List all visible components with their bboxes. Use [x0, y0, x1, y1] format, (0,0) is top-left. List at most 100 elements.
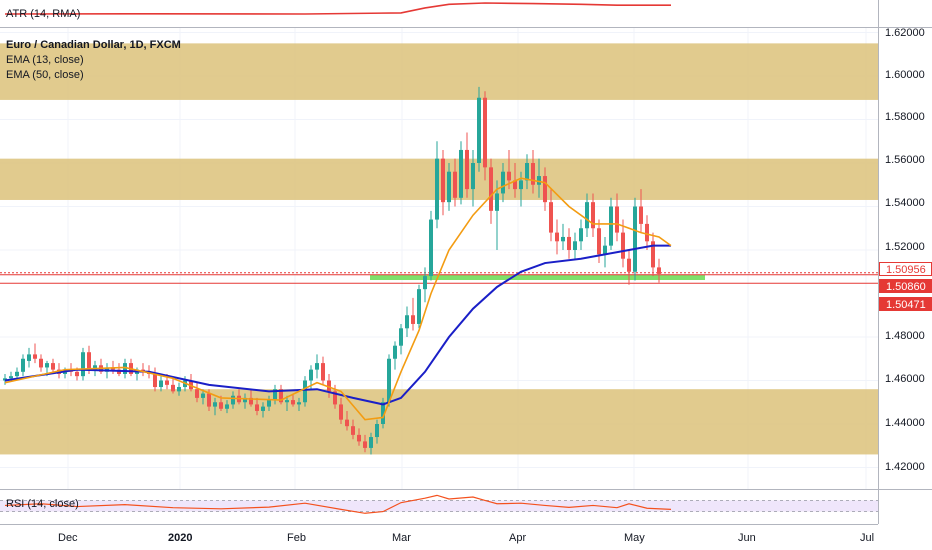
atr-line	[4, 2, 671, 15]
candle-body	[297, 402, 301, 405]
candle-body	[27, 354, 31, 361]
candle-body	[213, 402, 217, 407]
atr-indicator-label[interactable]: ATR (14, RMA)	[6, 8, 81, 20]
candle-body	[333, 391, 337, 405]
candle-body	[303, 380, 307, 403]
candle-body	[387, 358, 391, 403]
candle-body	[165, 380, 169, 385]
symbol-title[interactable]: Euro / Canadian Dollar, 1D, FXCM	[6, 39, 181, 51]
price-pane[interactable]: Euro / Canadian Dollar, 1D, FXCM EMA (13…	[0, 28, 878, 489]
price-line-tag: 1.50860	[879, 279, 932, 293]
candle-body	[207, 393, 211, 407]
candle-body	[327, 380, 331, 392]
rsi-band	[0, 500, 878, 512]
time-label: Dec	[58, 532, 78, 544]
price-tick: 1.62000	[885, 27, 925, 39]
candle-body	[423, 276, 427, 290]
candle-body	[465, 149, 469, 190]
candle-body	[615, 206, 619, 233]
candle-body	[279, 389, 283, 403]
candle-body	[507, 171, 511, 181]
candle-body	[603, 245, 607, 255]
candle-body	[309, 369, 313, 381]
rsi-pane[interactable]: RSI (14, close)	[0, 490, 878, 524]
candle-body	[393, 345, 397, 359]
candle-body	[429, 219, 433, 277]
price-tick: 1.44000	[885, 417, 925, 429]
candle-body	[651, 241, 655, 268]
candle-body	[639, 206, 643, 224]
candle-body	[3, 378, 7, 381]
pane-separator[interactable]	[0, 27, 932, 28]
candle-body	[525, 163, 529, 181]
candle-body	[585, 202, 589, 229]
candle-body	[267, 400, 271, 407]
time-label: 2020	[168, 532, 193, 544]
candle-body	[633, 206, 637, 272]
candle-body	[561, 236, 565, 242]
candle-body	[345, 419, 349, 427]
price-chart	[0, 28, 878, 489]
candle-body	[567, 236, 571, 250]
candle-body	[609, 206, 613, 246]
price-tick: 1.46000	[885, 373, 925, 385]
time-label: Mar	[392, 532, 411, 544]
candle-body	[399, 328, 403, 346]
ema50-legend[interactable]: EMA (50, close)	[6, 69, 84, 81]
candle-body	[543, 176, 547, 203]
candle-body	[261, 406, 265, 411]
time-axis[interactable]: Dec 2020 Feb Mar Apr May Jun Jul	[0, 524, 878, 550]
price-tick: 1.42000	[885, 461, 925, 473]
atr-plot	[4, 2, 671, 15]
candle-body	[363, 441, 367, 448]
candle-body	[249, 397, 253, 405]
ema13-legend[interactable]: EMA (13, close)	[6, 54, 84, 66]
price-tick: 1.48000	[885, 330, 925, 342]
candle-body	[495, 193, 499, 211]
candle-body	[123, 363, 127, 374]
candle-body	[177, 387, 181, 392]
candle-body	[435, 158, 439, 220]
candle-body	[621, 232, 625, 259]
candle-body	[531, 163, 535, 185]
price-line-tag: 1.50471	[879, 297, 932, 311]
candle-body	[597, 228, 601, 255]
candle-body	[375, 424, 379, 438]
price-tick: 1.56000	[885, 154, 925, 166]
candle-body	[339, 404, 343, 420]
candle-body	[645, 223, 649, 242]
price-zone	[0, 389, 878, 455]
candle-body	[219, 402, 223, 409]
candle-body	[81, 352, 85, 377]
candle-body	[579, 228, 583, 242]
time-label: Feb	[287, 532, 306, 544]
pane-separator[interactable]	[0, 489, 932, 490]
candle-body	[537, 176, 541, 185]
candle-body	[351, 426, 355, 435]
candle-body	[93, 365, 97, 370]
candle-body	[477, 97, 481, 163]
price-axis[interactable]: 1.62000 1.60000 1.58000 1.56000 1.54000 …	[878, 0, 932, 524]
candle-body	[555, 232, 559, 242]
candle-body	[417, 289, 421, 324]
candle-body	[195, 389, 199, 398]
candle-body	[369, 437, 373, 448]
candle-body	[75, 371, 79, 377]
candle-body	[87, 352, 91, 370]
candle-body	[33, 354, 37, 359]
candle-body	[573, 241, 577, 250]
candle-body	[357, 434, 361, 442]
candle-body	[21, 358, 25, 372]
price-tick: 1.52000	[885, 241, 925, 253]
candle-body	[405, 315, 409, 329]
atr-pane[interactable]: ATR (14, RMA)	[0, 0, 878, 27]
candle-body	[255, 404, 259, 411]
candle-body	[513, 180, 517, 190]
candle-body	[471, 163, 475, 190]
candle-body	[501, 171, 505, 194]
candle-body	[273, 389, 277, 401]
rsi-indicator-label[interactable]: RSI (14, close)	[6, 498, 79, 510]
candle-body	[291, 400, 295, 405]
time-label: May	[624, 532, 645, 544]
candle-body	[411, 315, 415, 324]
